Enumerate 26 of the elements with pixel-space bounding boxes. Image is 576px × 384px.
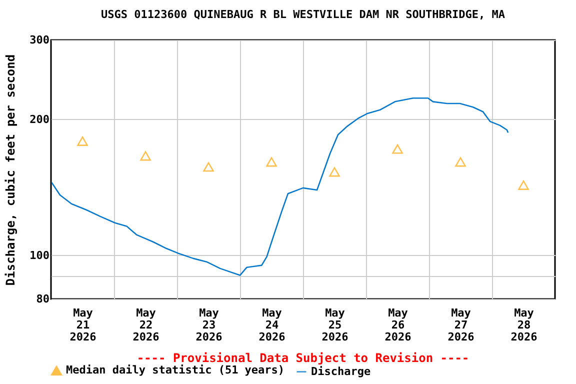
x-tick-label: May 25 2026 bbox=[322, 306, 349, 344]
x-tick-label: May 26 2026 bbox=[384, 306, 412, 344]
x-tick-label: May 24 2026 bbox=[258, 306, 286, 344]
x-tick-label: May 22 2026 bbox=[132, 306, 160, 344]
point bbox=[392, 144, 403, 154]
line-series bbox=[51, 97, 509, 276]
x-tick-label: May 23 2026 bbox=[196, 306, 223, 344]
y-tick-label: 200 bbox=[30, 112, 50, 126]
point bbox=[77, 136, 88, 146]
text: ---- Provisional Data Subject to Revision ---- bbox=[136, 351, 470, 365]
y-axis-title: Discharge, cubic feet per second bbox=[4, 54, 18, 286]
point bbox=[518, 180, 529, 190]
chart-title: USGS 01123600 QUINEBAUG R BL WESTVILLE DAM NR SOUTHBRIDGE, MA bbox=[101, 8, 506, 21]
x-tick-label: May 21 2026 bbox=[70, 306, 97, 344]
point bbox=[140, 151, 151, 161]
legend-label: Discharge bbox=[311, 364, 371, 378]
x-tick-label: May 27 2026 bbox=[448, 306, 475, 344]
point bbox=[203, 162, 214, 172]
x-tick-label: May 28 2026 bbox=[510, 306, 538, 344]
y-tick-label: 300 bbox=[30, 34, 50, 46]
point bbox=[266, 157, 277, 167]
y-tick-label: 100 bbox=[30, 248, 50, 262]
point bbox=[329, 167, 340, 177]
y-tick-label: 80 bbox=[36, 292, 50, 306]
legend-label: Median daily statistic (51 years) bbox=[66, 364, 285, 377]
point bbox=[455, 157, 466, 167]
